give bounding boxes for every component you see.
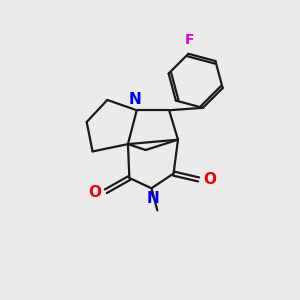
Text: N: N [129, 92, 142, 107]
Text: F: F [185, 33, 195, 47]
Text: O: O [88, 185, 101, 200]
Text: O: O [203, 172, 216, 187]
Text: N: N [147, 190, 159, 206]
